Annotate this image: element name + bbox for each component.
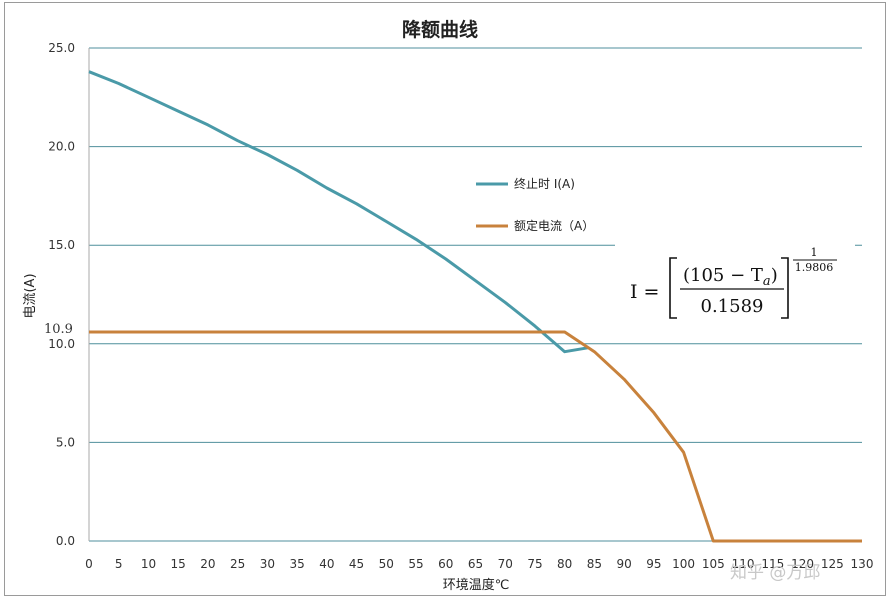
x-tick-label: 100 xyxy=(672,557,695,571)
formula-right-bracket xyxy=(781,257,789,319)
formula-numerator: (105 − Ta) xyxy=(683,265,778,289)
x-tick-label: 105 xyxy=(702,557,725,571)
x-tick-label: 55 xyxy=(408,557,423,571)
x-tick-label: 130 xyxy=(851,557,874,571)
y-tick-label: 15.0 xyxy=(48,238,75,252)
x-axis-label: 环境温度℃ xyxy=(443,577,510,593)
legend: 终止时 I(A) 额定电流（A） xyxy=(476,176,594,233)
x-tick-label: 85 xyxy=(587,557,602,571)
y-annotation-10-9: 10.9 xyxy=(44,322,73,337)
y-tick-label: 25.0 xyxy=(48,41,75,55)
x-tick-label: 110 xyxy=(732,557,755,571)
series-lines xyxy=(88,70,862,543)
x-tick-label: 75 xyxy=(527,557,542,571)
chart-title: 降额曲线 xyxy=(402,18,478,41)
x-tick-labels: 0 5 10 15 20 25 30 35 40 45 50 55 60 65 70 75 80 85 90 95 10… xyxy=(85,557,873,571)
x-tick-label: 50 xyxy=(379,557,394,571)
x-tick-label: 25 xyxy=(230,557,245,571)
formula-denominator: 0.1589 xyxy=(701,296,764,317)
x-tick-label: 70 xyxy=(498,557,513,571)
x-tick-label: 0 xyxy=(85,557,93,571)
x-tick-label: 30 xyxy=(260,557,275,571)
formula-exponent-denominator: 1.9806 xyxy=(795,261,834,274)
series-line-final-current xyxy=(88,70,589,354)
legend-label-rated-current: 额定电流（A） xyxy=(514,218,594,233)
x-tick-label: 90 xyxy=(617,557,632,571)
x-tick-label: 120 xyxy=(791,557,814,571)
legend-label-final-current: 终止时 I(A) xyxy=(514,176,575,191)
watermark: 知乎 @万邱 xyxy=(730,563,820,583)
y-tick-label: 10.0 xyxy=(48,337,75,351)
x-tick-label: 45 xyxy=(349,557,364,571)
x-tick-label: 5 xyxy=(115,557,123,571)
x-tick-label: 65 xyxy=(468,557,483,571)
x-tick-label: 95 xyxy=(646,557,661,571)
x-tick-label: 80 xyxy=(557,557,572,571)
x-tick-label: 20 xyxy=(200,557,215,571)
derating-formula: I = (105 − Ta) 0.1589 1 1.9806 xyxy=(630,246,837,319)
series-line-rated-current xyxy=(89,330,862,543)
x-tick-label: 40 xyxy=(319,557,334,571)
y-tick-label: 0.0 xyxy=(56,534,75,548)
x-tick-label: 125 xyxy=(821,557,844,571)
y-tick-label: 5.0 xyxy=(56,435,75,449)
x-tick-label: 60 xyxy=(438,557,453,571)
x-tick-label: 115 xyxy=(761,557,784,571)
x-tick-label: 35 xyxy=(289,557,304,571)
x-tick-label: 15 xyxy=(171,557,186,571)
x-tick-label: 10 xyxy=(141,557,156,571)
formula-left-bracket xyxy=(669,257,677,319)
formula-background xyxy=(615,242,855,324)
formula-exponent-numerator: 1 xyxy=(811,246,818,259)
formula-lhs: I = xyxy=(630,281,659,303)
y-axis-label: 电流(A) xyxy=(23,273,38,318)
y-tick-label: 20.0 xyxy=(48,140,75,154)
y-tick-labels: 0.0 5.0 10.0 15.0 20.0 25.0 xyxy=(48,41,75,548)
